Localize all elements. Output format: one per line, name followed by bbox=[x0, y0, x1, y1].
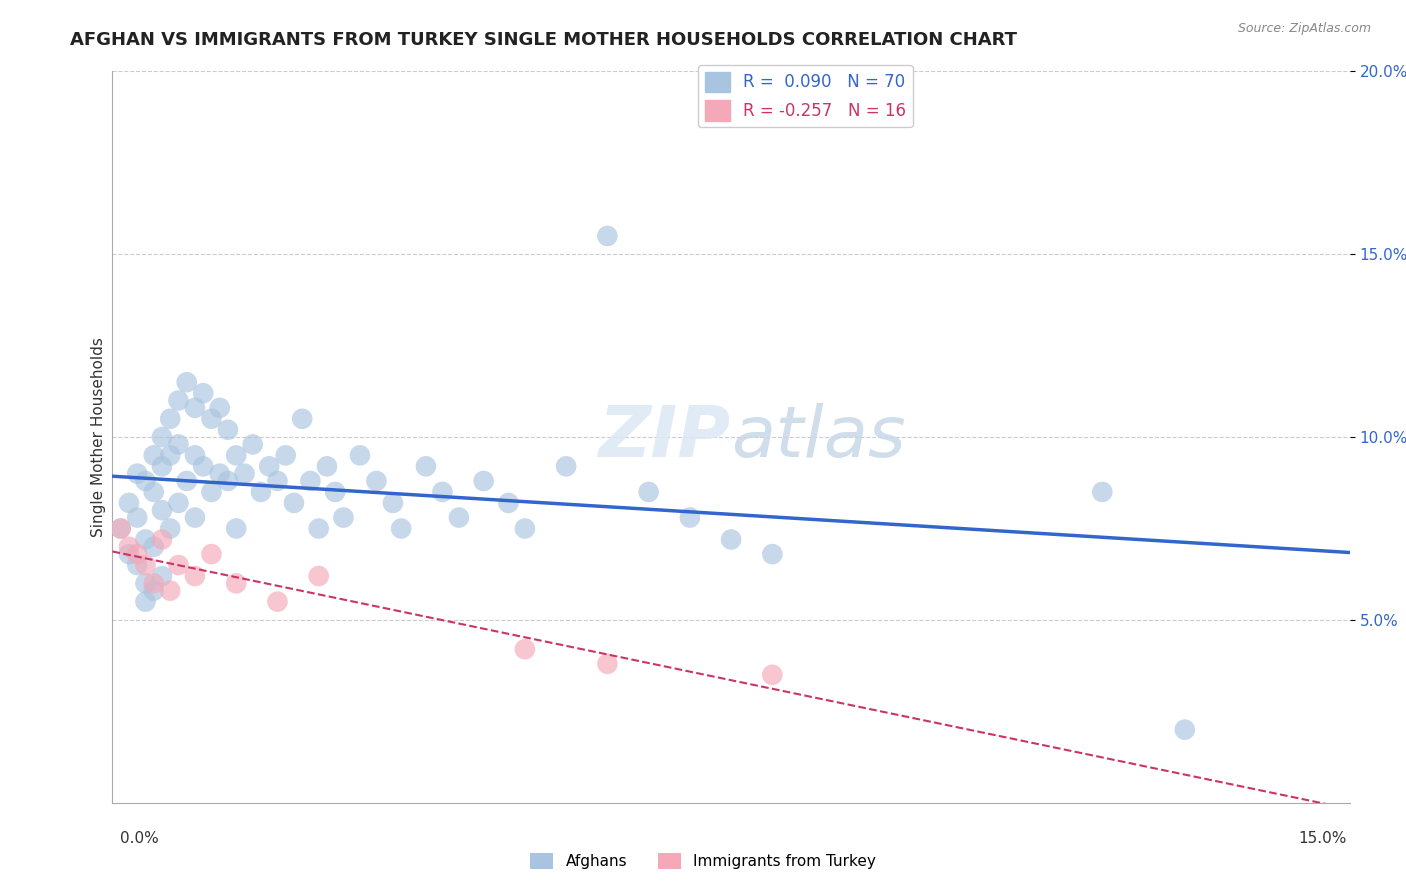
Point bbox=[184, 401, 207, 415]
Point bbox=[127, 510, 149, 524]
Point bbox=[250, 485, 273, 500]
Point bbox=[266, 594, 288, 608]
Point bbox=[513, 642, 536, 657]
Legend: Afghans, Immigrants from Turkey: Afghans, Immigrants from Turkey bbox=[524, 847, 882, 875]
Point bbox=[159, 583, 181, 598]
Point bbox=[134, 558, 156, 573]
Point bbox=[134, 474, 156, 488]
Point bbox=[142, 540, 165, 554]
Point bbox=[142, 485, 165, 500]
Point bbox=[637, 485, 659, 500]
Point bbox=[761, 667, 783, 681]
Point bbox=[142, 583, 165, 598]
Point bbox=[596, 657, 619, 671]
Point bbox=[167, 558, 190, 573]
Point bbox=[184, 448, 207, 462]
Point bbox=[208, 401, 231, 415]
Point bbox=[389, 521, 412, 535]
Text: ZIP: ZIP bbox=[599, 402, 731, 472]
Point bbox=[233, 467, 256, 481]
Point bbox=[679, 510, 702, 524]
Text: 15.0%: 15.0% bbox=[1299, 831, 1347, 846]
Point bbox=[110, 521, 132, 535]
Point bbox=[225, 576, 247, 591]
Point bbox=[299, 474, 322, 488]
Point bbox=[308, 521, 330, 535]
Text: 0.0%: 0.0% bbox=[120, 831, 159, 846]
Point bbox=[225, 448, 247, 462]
Text: AFGHAN VS IMMIGRANTS FROM TURKEY SINGLE MOTHER HOUSEHOLDS CORRELATION CHART: AFGHAN VS IMMIGRANTS FROM TURKEY SINGLE … bbox=[70, 31, 1018, 49]
Point bbox=[217, 474, 239, 488]
Point bbox=[134, 576, 156, 591]
Point bbox=[200, 412, 222, 426]
Point bbox=[118, 547, 141, 561]
Point bbox=[150, 503, 173, 517]
Point bbox=[257, 459, 280, 474]
Point bbox=[242, 437, 264, 451]
Point bbox=[184, 569, 207, 583]
Point bbox=[193, 459, 215, 474]
Point bbox=[150, 569, 173, 583]
Point bbox=[513, 521, 536, 535]
Point bbox=[498, 496, 520, 510]
Text: atlas: atlas bbox=[731, 402, 905, 472]
Point bbox=[1174, 723, 1197, 737]
Point bbox=[283, 496, 305, 510]
Point bbox=[555, 459, 578, 474]
Point bbox=[150, 459, 173, 474]
Point bbox=[596, 229, 619, 244]
Point bbox=[266, 474, 288, 488]
Point bbox=[761, 547, 783, 561]
Point bbox=[167, 437, 190, 451]
Point bbox=[127, 558, 149, 573]
Point bbox=[415, 459, 437, 474]
Point bbox=[381, 496, 404, 510]
Point bbox=[447, 510, 470, 524]
Point bbox=[720, 533, 742, 547]
Point bbox=[472, 474, 495, 488]
Point bbox=[110, 521, 132, 535]
Point bbox=[200, 485, 222, 500]
Point bbox=[159, 521, 181, 535]
Point bbox=[366, 474, 388, 488]
Point bbox=[200, 547, 222, 561]
Point bbox=[159, 448, 181, 462]
Point bbox=[349, 448, 371, 462]
Point bbox=[332, 510, 354, 524]
Point bbox=[118, 496, 141, 510]
Point bbox=[134, 533, 156, 547]
Point bbox=[142, 576, 165, 591]
Point bbox=[150, 533, 173, 547]
Point bbox=[274, 448, 297, 462]
Point bbox=[323, 485, 346, 500]
Point bbox=[127, 467, 149, 481]
Point bbox=[118, 540, 141, 554]
Point bbox=[159, 412, 181, 426]
Point bbox=[142, 448, 165, 462]
Point bbox=[167, 393, 190, 408]
Point bbox=[1091, 485, 1114, 500]
Legend: R =  0.090   N = 70, R = -0.257   N = 16: R = 0.090 N = 70, R = -0.257 N = 16 bbox=[697, 65, 912, 128]
Point bbox=[291, 412, 314, 426]
Point bbox=[167, 496, 190, 510]
Point bbox=[184, 510, 207, 524]
Point bbox=[134, 594, 156, 608]
Point bbox=[308, 569, 330, 583]
Text: Source: ZipAtlas.com: Source: ZipAtlas.com bbox=[1237, 22, 1371, 36]
Point bbox=[316, 459, 339, 474]
Point bbox=[432, 485, 454, 500]
Point bbox=[208, 467, 231, 481]
Point bbox=[217, 423, 239, 437]
Point bbox=[193, 386, 215, 401]
Point bbox=[225, 521, 247, 535]
Point bbox=[176, 375, 198, 389]
Point bbox=[176, 474, 198, 488]
Point bbox=[150, 430, 173, 444]
Y-axis label: Single Mother Households: Single Mother Households bbox=[90, 337, 105, 537]
Point bbox=[127, 547, 149, 561]
